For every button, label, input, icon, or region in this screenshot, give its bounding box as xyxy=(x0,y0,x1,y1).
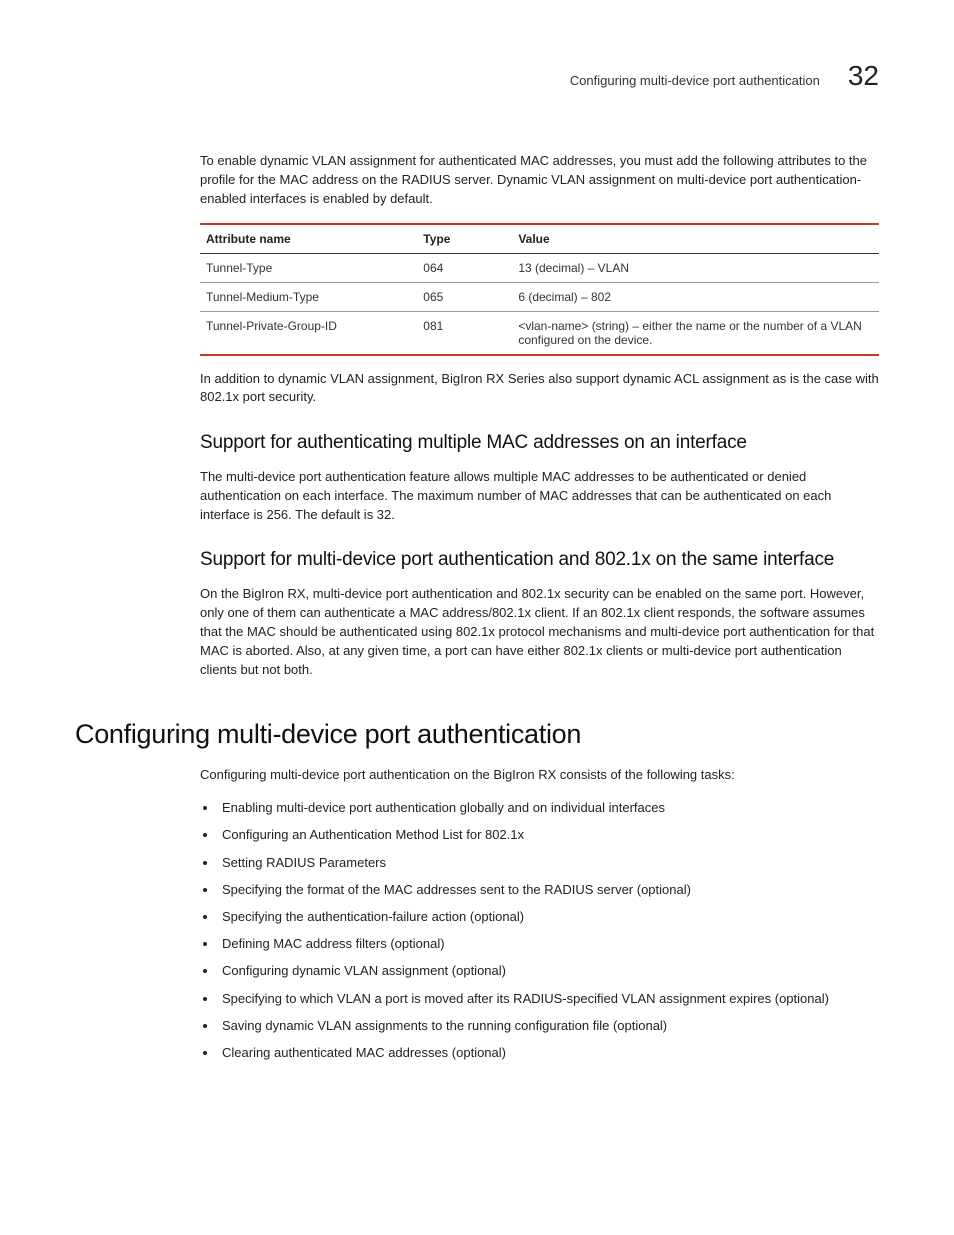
subsection-heading-8021x: Support for multi-device port authentica… xyxy=(200,548,879,573)
task-list: Enabling multi-device port authenticatio… xyxy=(218,799,879,1062)
list-item: Defining MAC address filters (optional) xyxy=(218,935,879,953)
content-block: To enable dynamic VLAN assignment for au… xyxy=(200,152,879,679)
list-item: Configuring dynamic VLAN assignment (opt… xyxy=(218,962,879,980)
cell-attr-value: 13 (decimal) – VLAN xyxy=(512,253,879,282)
chapter-number: 32 xyxy=(848,60,879,92)
cell-attr-value: <vlan-name> (string) – either the name o… xyxy=(512,311,879,355)
after-table-paragraph: In addition to dynamic VLAN assignment, … xyxy=(200,370,879,408)
list-item: Specifying to which VLAN a port is moved… xyxy=(218,990,879,1008)
list-item: Enabling multi-device port authenticatio… xyxy=(218,799,879,817)
cell-attr-name: Tunnel-Medium-Type xyxy=(200,282,417,311)
list-item: Clearing authenticated MAC addresses (op… xyxy=(218,1044,879,1062)
cell-attr-type: 081 xyxy=(417,311,512,355)
list-item: Setting RADIUS Parameters xyxy=(218,854,879,872)
running-head: Configuring multi-device port authentica… xyxy=(570,73,820,88)
cell-attr-name: Tunnel-Private-Group-ID xyxy=(200,311,417,355)
cell-attr-type: 065 xyxy=(417,282,512,311)
section-heading-configuring: Configuring multi-device port authentica… xyxy=(75,719,879,750)
section-body: Configuring multi-device port authentica… xyxy=(200,766,879,1062)
col-header-name: Attribute name xyxy=(200,224,417,254)
list-item: Specifying the authentication-failure ac… xyxy=(218,908,879,926)
list-item: Specifying the format of the MAC address… xyxy=(218,881,879,899)
table-row: Tunnel-Type 064 13 (decimal) – VLAN xyxy=(200,253,879,282)
cell-attr-name: Tunnel-Type xyxy=(200,253,417,282)
page-header: Configuring multi-device port authentica… xyxy=(75,60,879,92)
list-item: Configuring an Authentication Method Lis… xyxy=(218,826,879,844)
attribute-table: Attribute name Type Value Tunnel-Type 06… xyxy=(200,223,879,356)
section-intro: Configuring multi-device port authentica… xyxy=(200,766,879,785)
table-row: Tunnel-Medium-Type 065 6 (decimal) – 802 xyxy=(200,282,879,311)
cell-attr-type: 064 xyxy=(417,253,512,282)
subsection-body: The multi-device port authentication fea… xyxy=(200,468,879,525)
subsection-heading-multi-mac: Support for authenticating multiple MAC … xyxy=(200,431,879,456)
col-header-value: Value xyxy=(512,224,879,254)
table-header-row: Attribute name Type Value xyxy=(200,224,879,254)
intro-paragraph: To enable dynamic VLAN assignment for au… xyxy=(200,152,879,209)
list-item: Saving dynamic VLAN assignments to the r… xyxy=(218,1017,879,1035)
cell-attr-value: 6 (decimal) – 802 xyxy=(512,282,879,311)
subsection-body: On the BigIron RX, multi-device port aut… xyxy=(200,585,879,679)
table-row: Tunnel-Private-Group-ID 081 <vlan-name> … xyxy=(200,311,879,355)
col-header-type: Type xyxy=(417,224,512,254)
